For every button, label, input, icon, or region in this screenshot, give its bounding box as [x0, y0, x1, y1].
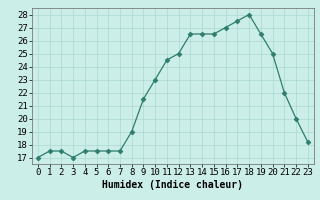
X-axis label: Humidex (Indice chaleur): Humidex (Indice chaleur) [102, 180, 243, 190]
